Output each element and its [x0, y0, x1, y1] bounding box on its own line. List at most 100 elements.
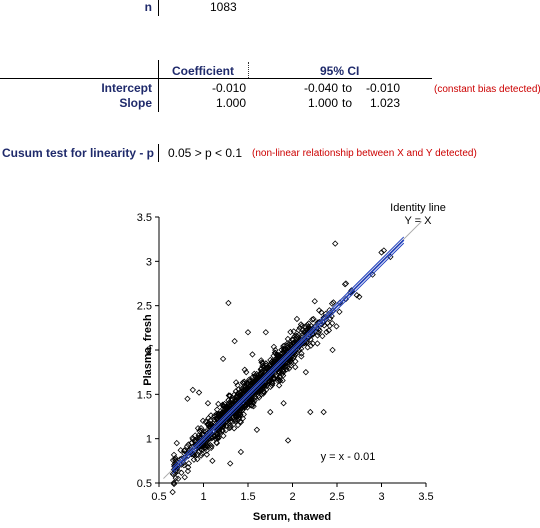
n-label: n: [144, 0, 152, 14]
data-point: [236, 418, 244, 425]
data-point: [246, 394, 253, 401]
data-point: [315, 325, 322, 332]
data-point: [320, 408, 327, 416]
data-point: [219, 355, 227, 363]
header-dotted-divider: [248, 62, 249, 78]
regression-line: [171, 239, 405, 472]
data-point: [189, 386, 196, 394]
data-point: [246, 400, 253, 407]
data-point: [243, 369, 250, 376]
data-point: [207, 444, 215, 452]
data-point: [307, 336, 314, 343]
data-point: [225, 299, 232, 307]
data-point: [318, 309, 325, 316]
data-point: [219, 409, 226, 416]
data-point: [244, 329, 252, 336]
data-point: [259, 360, 267, 367]
data-point: [227, 460, 234, 467]
ci-low: 1.000: [307, 96, 338, 110]
confidence-band-line: [171, 236, 405, 468]
data-point: [204, 400, 212, 407]
data-point: [172, 456, 179, 463]
data-point: [280, 368, 288, 375]
data-point: [188, 439, 196, 446]
data-point: [226, 392, 234, 399]
data-point: [262, 360, 270, 367]
data-point: [194, 425, 202, 432]
data-point: [231, 337, 238, 345]
x-tick-label: 2.5: [329, 491, 344, 503]
data-point: [249, 351, 256, 358]
data-point: [192, 432, 199, 439]
data-point: [190, 456, 198, 463]
data-point: [209, 457, 216, 464]
data-point: [196, 427, 203, 435]
data-point: [201, 444, 208, 452]
data-point: [288, 359, 295, 367]
data-point: [247, 380, 255, 387]
data-point: [230, 425, 238, 432]
data-point: [255, 394, 263, 401]
data-point: [207, 416, 214, 424]
data-point: [194, 455, 201, 463]
ci-high: -0.010: [365, 81, 400, 95]
data-point: [292, 363, 299, 371]
confidence-band-line: [171, 242, 405, 475]
data-point: [198, 450, 206, 457]
data-point: [280, 342, 287, 350]
data-point: [287, 328, 294, 336]
data-point: [225, 401, 232, 408]
data-point: [314, 340, 321, 347]
data-point: [173, 439, 180, 447]
data-point: [255, 373, 263, 381]
data-point: [307, 342, 315, 349]
row-label: Intercept: [101, 81, 152, 95]
data-point: [188, 439, 195, 447]
data-point: [208, 435, 215, 442]
data-point: [270, 343, 278, 351]
data-point: [208, 442, 215, 450]
data-point: [315, 329, 322, 336]
data-point: [281, 342, 288, 349]
y-tick-label: 2.5: [137, 301, 152, 313]
data-point: [316, 307, 323, 314]
data-point: [243, 385, 250, 392]
data-point: [309, 340, 317, 347]
regression-equation: y = x - 0.01: [321, 451, 376, 463]
data-point: [280, 400, 287, 407]
y-axis-label: Plasma, fresh: [142, 314, 154, 386]
data-point: [262, 379, 269, 386]
data-point: [222, 418, 230, 425]
data-point: [198, 446, 206, 454]
data-point: [235, 412, 242, 419]
axes: [155, 216, 427, 487]
data-point: [190, 451, 197, 458]
ci-low: -0.040: [303, 81, 338, 95]
data-point: [307, 408, 314, 416]
data-point: [223, 403, 230, 410]
data-point: [342, 280, 350, 287]
data-point: [202, 444, 210, 452]
coef-value: 1.000: [215, 96, 246, 110]
data-point: [329, 346, 336, 354]
data-point: [214, 415, 221, 422]
data-point: [328, 300, 336, 307]
y-tick-label: 3.5: [137, 212, 152, 224]
table-divider: [158, 60, 159, 112]
y-tick-label: 1: [146, 434, 152, 446]
data-point: [248, 402, 255, 409]
data-point: [328, 312, 335, 320]
data-point: [191, 436, 199, 443]
cusum-label: Cusum test for linearity - p: [1, 146, 154, 160]
data-point: [210, 420, 217, 427]
n-value: 1083: [210, 0, 237, 14]
data-point: [199, 417, 207, 425]
fit-lines: [163, 221, 422, 479]
data-point: [276, 373, 283, 380]
data-point: [323, 328, 330, 336]
data-point: [378, 249, 385, 256]
x-tick-label: 0.5: [151, 491, 166, 503]
identity-line-label: Identity line: [390, 202, 446, 214]
data-point: [284, 363, 291, 370]
